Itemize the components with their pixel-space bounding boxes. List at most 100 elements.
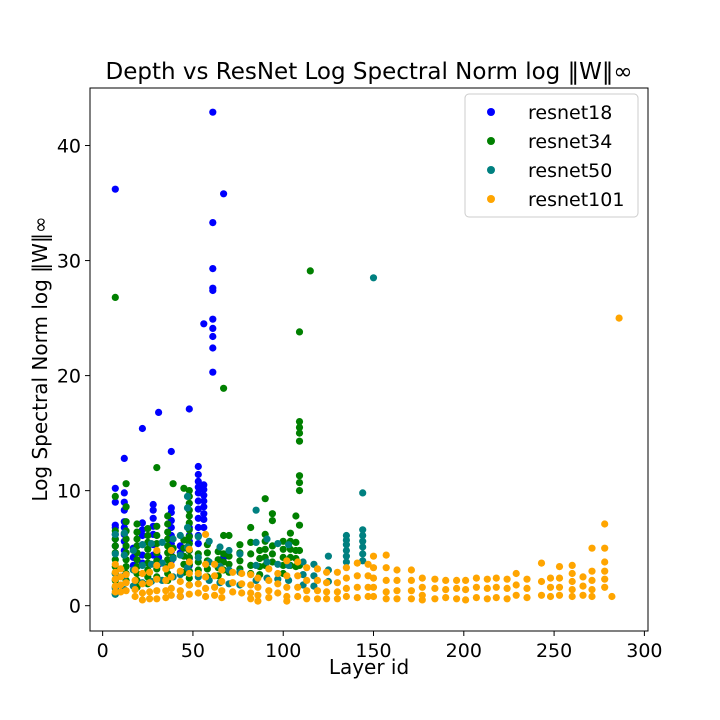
y-tick-label: 30 (57, 251, 81, 273)
data-point-resnet101-29 (162, 565, 170, 573)
data-point-resnet101-178 (546, 592, 555, 601)
data-point-resnet18-27 (149, 500, 157, 509)
data-point-resnet101-186 (568, 586, 576, 594)
data-point-resnet34-34 (144, 531, 152, 540)
data-point-resnet101-192 (588, 567, 596, 575)
data-point-resnet101-157 (472, 594, 480, 602)
data-point-resnet101-114 (353, 572, 361, 580)
data-point-resnet50-21 (169, 535, 177, 543)
data-point-resnet101-93 (303, 564, 311, 572)
data-point-resnet18-66 (194, 540, 202, 548)
data-point-resnet34-140 (292, 538, 300, 547)
data-point-resnet101-86 (283, 583, 291, 591)
data-point-resnet101-42 (185, 545, 193, 553)
data-point-resnet101-151 (453, 595, 461, 603)
data-point-resnet101-11 (122, 587, 130, 595)
data-point-resnet18-72 (200, 503, 208, 511)
data-point-resnet34-112 (247, 561, 255, 570)
data-point-resnet101-82 (274, 580, 282, 588)
data-point-resnet101-97 (313, 565, 322, 573)
data-point-resnet34-69 (185, 487, 193, 495)
data-point-resnet101-76 (254, 597, 262, 605)
data-point-resnet101-52 (202, 573, 210, 581)
data-point-resnet18-8 (120, 454, 128, 462)
data-point-resnet34-155 (306, 267, 314, 275)
data-point-resnet101-161 (492, 574, 500, 582)
data-point-resnet34-129 (279, 537, 287, 545)
legend-label-resnet18: resnet18 (528, 102, 612, 124)
data-point-resnet50-27 (183, 492, 192, 500)
data-point-resnet34-25 (133, 535, 141, 543)
legend-marker-resnet50 (487, 166, 495, 174)
data-point-resnet101-200 (601, 575, 609, 583)
data-point-resnet18-80 (209, 286, 217, 295)
plot-frame (89, 87, 649, 632)
data-point-resnet101-148 (442, 594, 450, 602)
data-point-resnet101-22 (146, 588, 154, 596)
data-point-resnet101-172 (523, 594, 531, 602)
data-point-resnet101-202 (608, 592, 616, 601)
data-point-resnet101-51 (202, 560, 210, 568)
data-point-resnet101-190 (579, 591, 587, 599)
data-point-resnet50-25 (176, 551, 184, 559)
data-point-resnet34-43 (153, 522, 161, 530)
data-point-resnet101-39 (176, 577, 184, 586)
data-point-resnet101-36 (167, 584, 175, 593)
data-point-resnet18-81 (209, 315, 217, 323)
legend-marker-resnet101 (487, 195, 495, 203)
data-point-resnet101-34 (167, 561, 175, 570)
legend-label-resnet34: resnet34 (528, 131, 612, 153)
data-point-resnet18-70 (200, 491, 208, 499)
data-point-resnet18-1 (111, 484, 119, 492)
legend-marker-resnet18 (487, 108, 495, 116)
data-point-resnet101-26 (153, 575, 161, 583)
data-point-resnet50-15 (147, 540, 155, 548)
data-point-resnet101-152 (462, 576, 470, 585)
data-point-resnet101-85 (283, 572, 291, 580)
data-point-resnet101-120 (364, 592, 372, 601)
data-point-resnet50-33 (194, 553, 202, 562)
legend-box (464, 93, 639, 218)
data-point-resnet18-60 (194, 489, 202, 497)
data-point-resnet50-76 (359, 526, 367, 534)
data-point-resnet50-22 (169, 554, 177, 563)
data-point-resnet101-170 (523, 575, 531, 583)
data-point-resnet50-61 (299, 571, 307, 579)
data-point-resnet50-75 (359, 489, 367, 497)
data-point-resnet34-73 (185, 512, 193, 520)
data-point-resnet101-179 (555, 563, 564, 571)
data-point-resnet101-30 (162, 576, 170, 585)
data-point-resnet50-54 (274, 540, 282, 548)
data-point-resnet101-149 (453, 576, 461, 585)
data-point-resnet101-154 (462, 596, 470, 604)
data-point-resnet34-114 (256, 546, 264, 555)
data-point-resnet34-101 (225, 531, 233, 540)
data-point-resnet34-125 (268, 517, 276, 525)
data-point-resnet18-22 (138, 526, 146, 534)
data-point-resnet34-36 (144, 545, 152, 553)
data-point-resnet34-14 (122, 518, 130, 526)
data-point-resnet50-1 (111, 550, 119, 558)
data-point-resnet18-77 (209, 219, 217, 227)
data-point-resnet101-57 (211, 583, 219, 591)
data-point-resnet101-137 (407, 587, 415, 595)
data-point-resnet101-168 (512, 581, 520, 589)
data-point-resnet101-67 (238, 580, 246, 588)
data-point-resnet34-98 (220, 550, 228, 558)
data-point-resnet101-122 (369, 564, 378, 572)
data-point-resnet34-153 (295, 546, 304, 555)
x-tick-label: 150 (355, 640, 391, 662)
x-tick-label: 0 (97, 640, 109, 662)
data-point-resnet34-20 (122, 563, 130, 571)
legend-label-resnet101: resnet101 (528, 189, 624, 211)
data-point-resnet50-71 (342, 541, 350, 549)
data-point-resnet101-20 (146, 568, 154, 576)
data-point-resnet34-4 (111, 542, 119, 550)
data-point-resnet101-201 (601, 583, 609, 591)
data-point-resnet34-52 (164, 528, 172, 536)
data-point-resnet101-142 (418, 596, 426, 604)
data-point-resnet101-61 (218, 587, 226, 595)
data-point-resnet34-0 (111, 293, 119, 301)
data-point-resnet34-97 (220, 531, 228, 540)
data-point-resnet101-173 (537, 559, 546, 567)
